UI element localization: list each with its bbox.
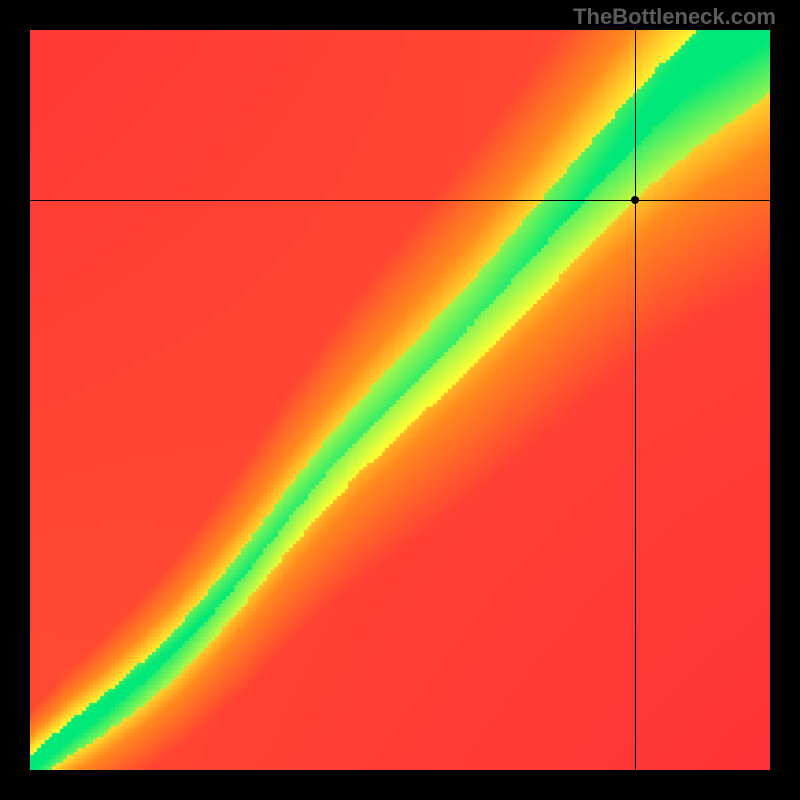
crosshair-vertical (635, 30, 636, 770)
crosshair-marker (631, 196, 639, 204)
crosshair-horizontal (30, 200, 770, 201)
bottleneck-heatmap (30, 30, 770, 770)
watermark-text: TheBottleneck.com (573, 4, 776, 30)
